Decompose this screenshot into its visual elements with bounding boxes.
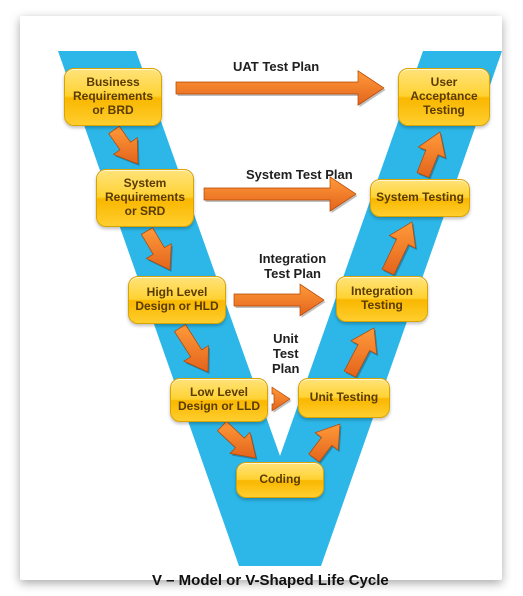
box-srd: System Requirements or SRD <box>96 169 194 227</box>
box-int: Integration Testing <box>336 276 428 322</box>
label-int-plan: Integration Test Plan <box>259 252 326 282</box>
box-lld-label: Low Level Design or LLD <box>175 386 263 414</box>
box-sys: System Testing <box>370 179 470 217</box>
label-unit-plan: Unit Test Plan <box>272 332 299 377</box>
box-hld-label: High Level Design or HLD <box>133 286 221 314</box>
box-srd-label: System Requirements or SRD <box>101 177 189 218</box>
box-int-label: Integration Testing <box>341 285 423 313</box>
diagram-title: V – Model or V-Shaped Life Cycle <box>152 572 389 589</box>
box-uat-label: User Acceptance Testing <box>403 76 485 117</box>
paper: Business Requirements or BRD System Requ… <box>20 16 502 580</box>
diagram-stage: Business Requirements or BRD System Requ… <box>20 16 502 580</box>
box-coding: Coding <box>236 462 324 498</box>
box-sys-label: System Testing <box>376 191 464 205</box>
box-brd-label: Business Requirements or BRD <box>69 76 157 117</box>
label-sys-plan: System Test Plan <box>246 168 353 183</box>
box-brd: Business Requirements or BRD <box>64 68 162 126</box>
page: Business Requirements or BRD System Requ… <box>0 0 523 596</box>
label-uat-plan: UAT Test Plan <box>233 60 319 75</box>
box-coding-label: Coding <box>259 473 300 487</box>
box-hld: High Level Design or HLD <box>128 276 226 324</box>
box-unit: Unit Testing <box>298 378 390 418</box>
box-lld: Low Level Design or LLD <box>170 378 268 422</box>
box-unit-label: Unit Testing <box>310 391 378 405</box>
box-uat: User Acceptance Testing <box>398 68 490 126</box>
